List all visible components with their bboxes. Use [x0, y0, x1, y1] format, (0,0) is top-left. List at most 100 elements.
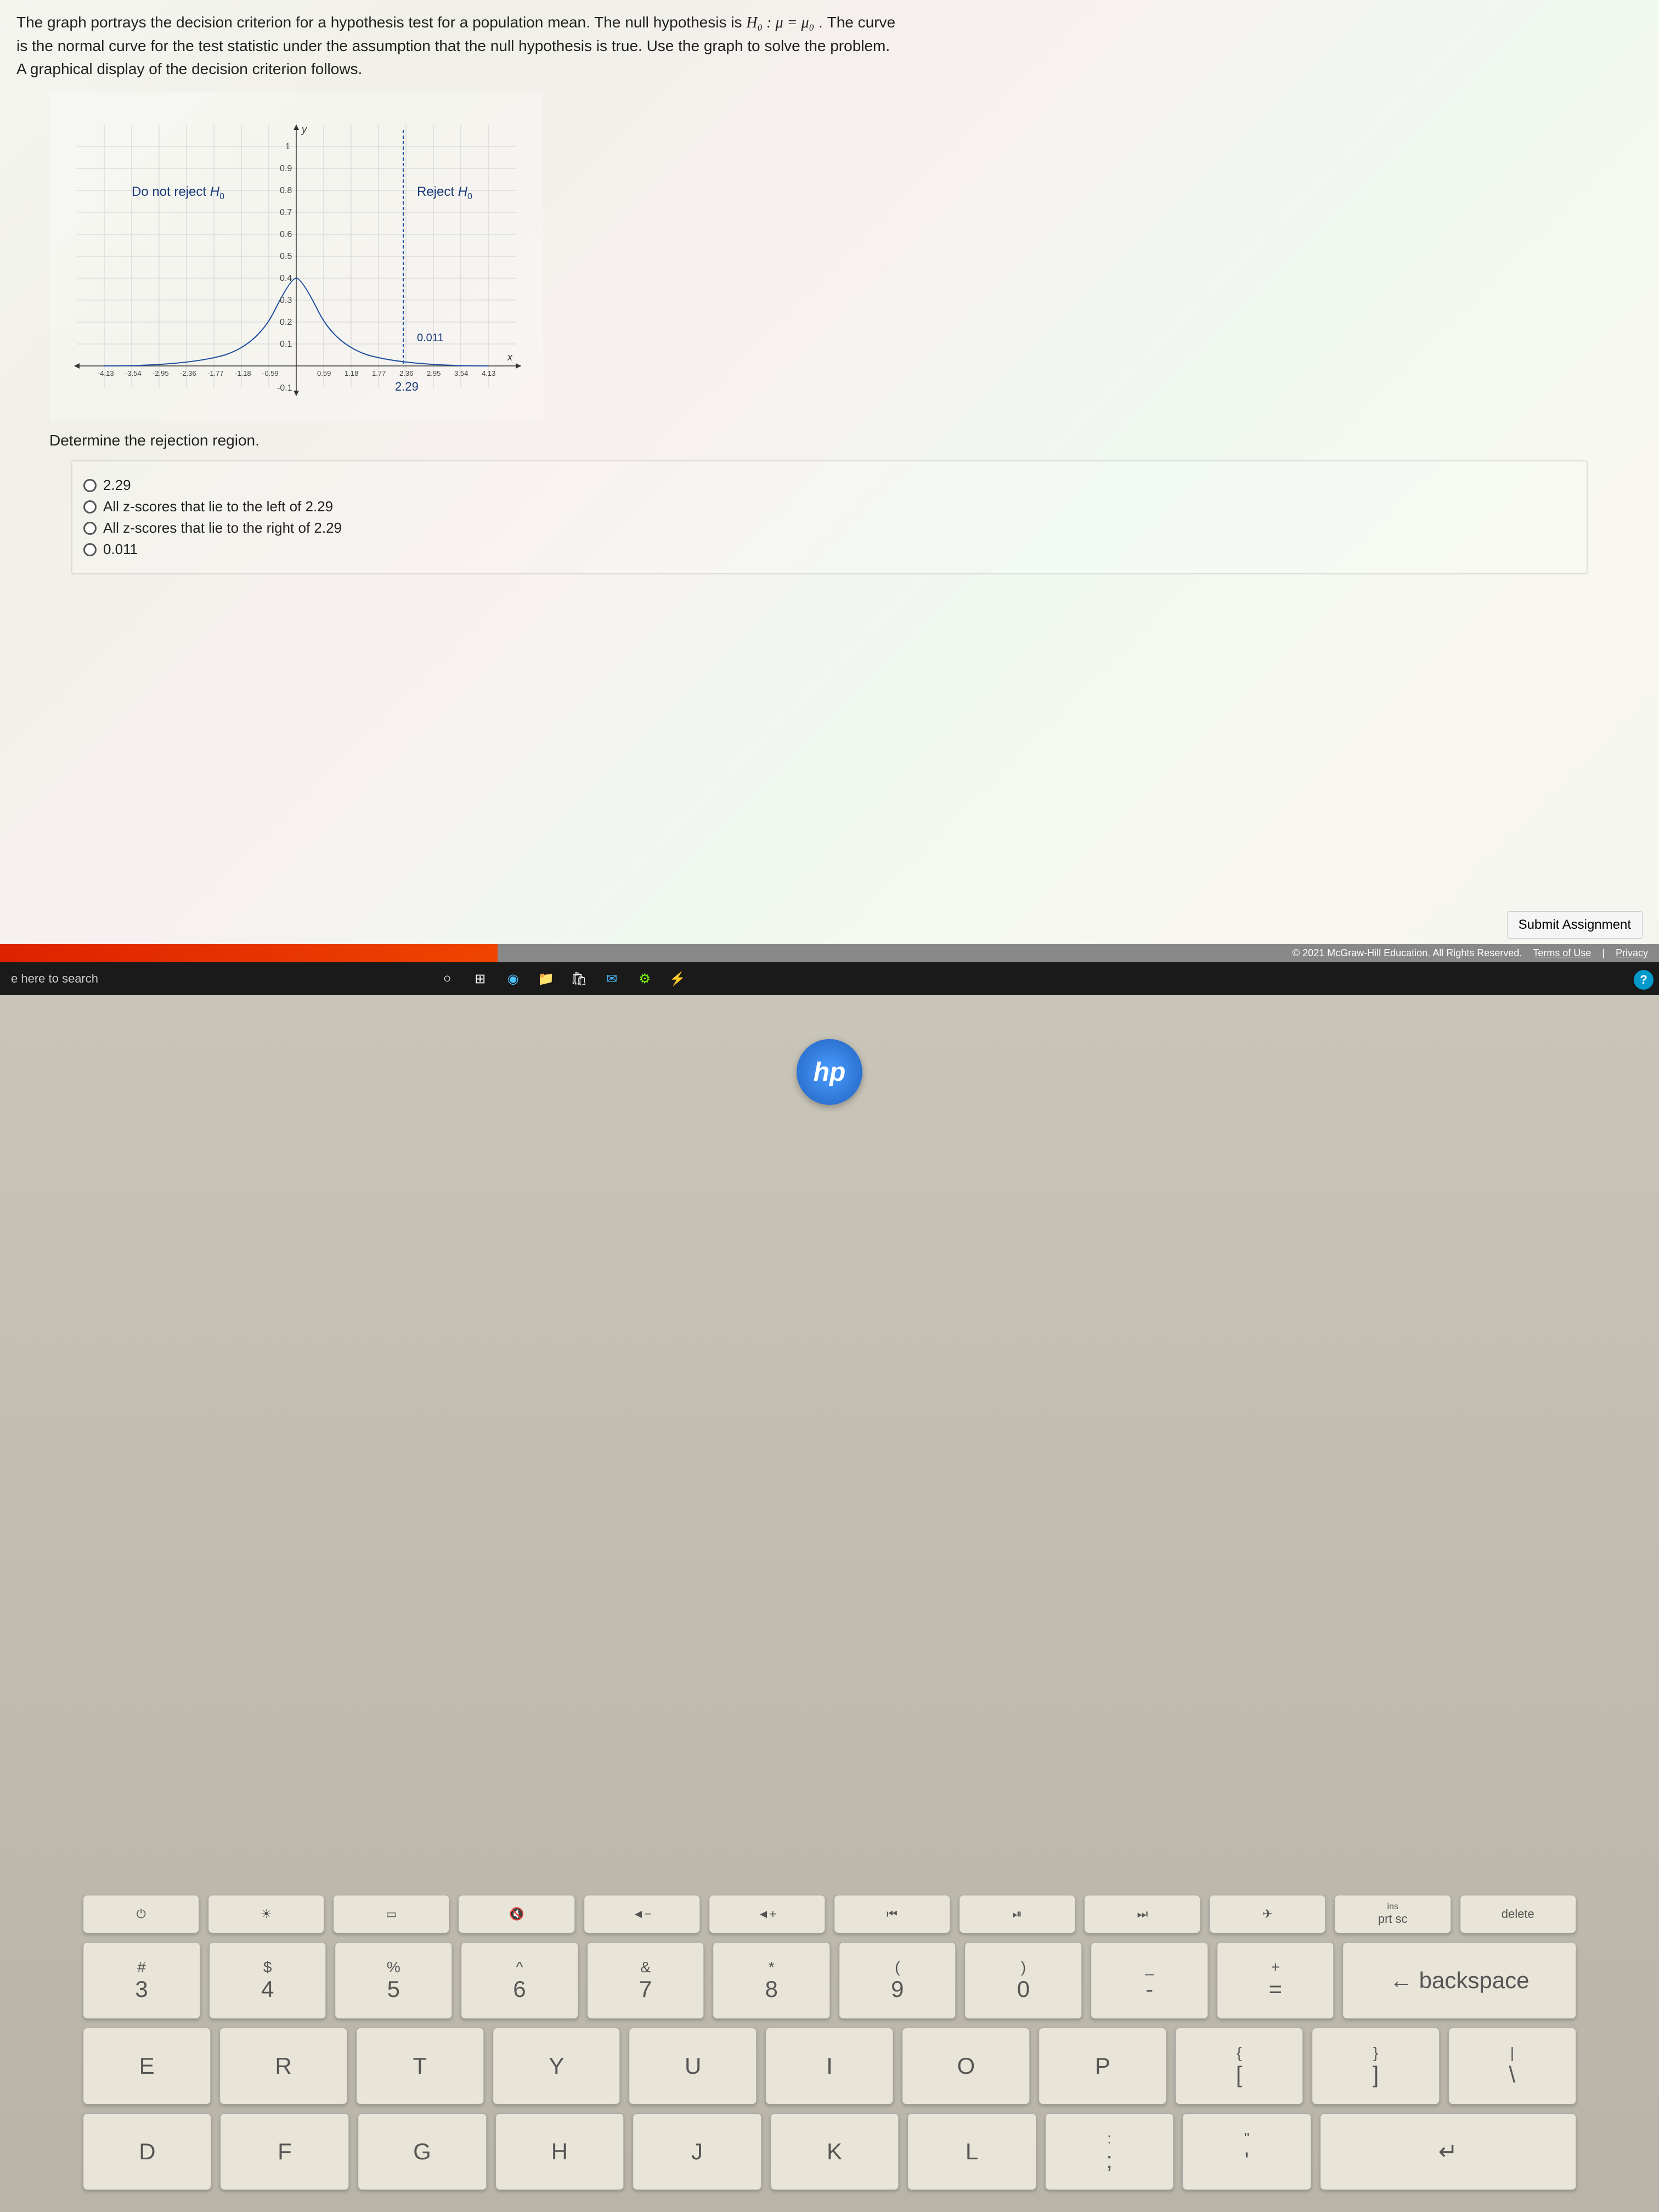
keyboard-key: }]	[1312, 2028, 1440, 2104]
copyright-bar: © 2021 McGraw-Hill Education. All Rights…	[0, 944, 1659, 962]
svg-text:-0.1: -0.1	[277, 383, 292, 393]
edge-icon[interactable]: ◉	[502, 968, 524, 990]
explorer-icon[interactable]: 📁	[535, 968, 557, 990]
keyboard-key: "'	[1182, 2113, 1311, 2190]
keyboard-key: ⏮	[834, 1895, 950, 1933]
keyboard-key: (9	[839, 1942, 956, 2019]
store-icon[interactable]: 🛍	[568, 968, 590, 990]
qwerty-row: ERTYUIOP{[}]|\	[83, 2028, 1576, 2104]
option-label: 0.011	[103, 541, 138, 558]
keyboard-key: ← backspace	[1343, 1942, 1576, 2019]
keyboard-key: ◄−	[584, 1895, 700, 1933]
fn-row: ⏻☀▭🔇◄−◄+⏮⏯⏭✈insprt scdelete	[83, 1895, 1576, 1933]
option-label: All z-scores that lie to the right of 2.…	[103, 520, 342, 537]
svg-text:-2.95: -2.95	[153, 369, 169, 377]
keyboard-key: %5	[335, 1942, 452, 2019]
screen-area: The graph portrays the decision criterio…	[0, 0, 1659, 995]
keyboard-key: 🔇	[459, 1895, 575, 1933]
option-label: 2.29	[103, 477, 131, 494]
privacy-link[interactable]: Privacy	[1616, 947, 1648, 959]
option-label: All z-scores that lie to the left of 2.2…	[103, 498, 333, 515]
svg-text:4.13: 4.13	[482, 369, 495, 377]
keyboard-key: E	[83, 2028, 211, 2104]
radio-icon[interactable]	[83, 479, 97, 492]
y-tick-labels: 0.10.2 0.30.4 0.50.6 0.70.8 0.91 -0.1	[277, 142, 292, 393]
radio-icon[interactable]	[83, 500, 97, 514]
keyboard-key: K	[770, 2113, 899, 2190]
keyboard-key: D	[83, 2113, 212, 2190]
keyboard-key: T	[356, 2028, 484, 2104]
radio-icon[interactable]	[83, 543, 97, 556]
decision-criterion-chart: Do not reject H0 Reject H0 0.011 2.29 x …	[49, 92, 543, 421]
reject-label: Reject H0	[417, 184, 472, 201]
keyboard-key: ▭	[333, 1895, 449, 1933]
problem-statement: The graph portrays the decision criterio…	[16, 11, 1643, 81]
keyboard-key: ⏯	[959, 1895, 1075, 1933]
keyboard-key: F	[221, 2113, 349, 2190]
keyboard-key: $4	[209, 1942, 326, 2019]
y-axis-label: y	[301, 124, 307, 135]
keyboard-key: ↵	[1320, 2113, 1576, 2190]
svg-text:0.7: 0.7	[280, 208, 292, 217]
keyboard-key: ◄+	[709, 1895, 825, 1933]
keyboard-key: U	[629, 2028, 757, 2104]
app-icon[interactable]: ⚡	[667, 968, 689, 990]
option-2[interactable]: All z-scores that lie to the left of 2.2…	[83, 498, 1576, 515]
keyboard-key: ✈	[1209, 1895, 1325, 1933]
laptop-body: hp ⏻☀▭🔇◄−◄+⏮⏯⏭✈insprt scdelete #3$4%5^6&…	[0, 995, 1659, 2212]
keyboard-key: Y	[493, 2028, 620, 2104]
keyboard-key: delete	[1460, 1895, 1576, 1933]
answer-options: 2.29 All z-scores that lie to the left o…	[71, 460, 1588, 574]
submit-assignment-button[interactable]: Submit Assignment	[1507, 911, 1643, 939]
svg-text:3.54: 3.54	[454, 369, 468, 377]
mail-icon[interactable]: ✉	[601, 968, 623, 990]
svg-text:0.59: 0.59	[317, 369, 331, 377]
keyboard-key: {[	[1175, 2028, 1303, 2104]
copyright-text: © 2021 McGraw-Hill Education. All Rights…	[1293, 947, 1522, 959]
keyboard-key: _-	[1091, 1942, 1208, 2019]
problem-line1-prefix: The graph portrays the decision criterio…	[16, 14, 746, 31]
do-not-reject-label: Do not reject H0	[132, 184, 224, 201]
svg-text:0.1: 0.1	[280, 340, 292, 349]
svg-text:0.8: 0.8	[280, 186, 292, 195]
submit-row: Submit Assignment	[0, 906, 1659, 944]
hp-logo: hp	[797, 1039, 862, 1105]
option-3[interactable]: All z-scores that lie to the right of 2.…	[83, 520, 1576, 537]
problem-line3: A graphical display of the decision crit…	[16, 60, 362, 77]
keyboard-key: :;	[1045, 2113, 1174, 2190]
x-axis-label: x	[507, 352, 513, 363]
svg-text:1: 1	[285, 142, 290, 151]
help-badge[interactable]: ?	[1634, 970, 1654, 990]
keyboard-key: *8	[713, 1942, 830, 2019]
keyboard-key: ☀	[208, 1895, 324, 1933]
chart-svg: Do not reject H0 Reject H0 0.011 2.29 x …	[49, 92, 543, 421]
option-1[interactable]: 2.29	[83, 477, 1576, 494]
keyboard-key: O	[902, 2028, 1030, 2104]
cortana-icon[interactable]: ○	[436, 968, 458, 990]
keyboard: ⏻☀▭🔇◄−◄+⏮⏯⏭✈insprt scdelete #3$4%5^6&7*8…	[83, 1895, 1576, 2190]
keyboard-key: insprt sc	[1335, 1895, 1451, 1933]
option-4[interactable]: 0.011	[83, 541, 1576, 558]
windows-taskbar[interactable]: e here to search ○ ⊞ ◉ 📁 🛍 ✉ ⚙ ⚡ ?	[0, 962, 1659, 995]
keyboard-key: L	[907, 2113, 1036, 2190]
radio-icon[interactable]	[83, 522, 97, 535]
keyboard-key: #3	[83, 1942, 200, 2019]
critical-value-label: 2.29	[395, 380, 419, 393]
task-view-icon[interactable]: ⊞	[469, 968, 491, 990]
keyboard-key: ⏻	[83, 1895, 199, 1933]
keyboard-key: H	[495, 2113, 624, 2190]
hypothesis-expression: H₀ : μ = μ₀	[746, 14, 814, 31]
svg-text:2.36: 2.36	[399, 369, 413, 377]
svg-text:-4.13: -4.13	[98, 369, 114, 377]
keyboard-key: P	[1039, 2028, 1166, 2104]
svg-text:0.9: 0.9	[280, 164, 292, 173]
number-row: #3$4%5^6&7*8(9)0_-+=← backspace	[83, 1942, 1576, 2019]
asdf-row: DFGHJKL:;"'↵	[83, 2113, 1576, 2190]
keyboard-key: |\	[1448, 2028, 1576, 2104]
keyboard-key: G	[358, 2113, 487, 2190]
terms-link[interactable]: Terms of Use	[1533, 947, 1591, 959]
svg-text:-1.77: -1.77	[207, 369, 224, 377]
keyboard-key: )0	[965, 1942, 1082, 2019]
taskbar-search[interactable]: e here to search	[11, 972, 98, 986]
settings-icon[interactable]: ⚙	[634, 968, 656, 990]
